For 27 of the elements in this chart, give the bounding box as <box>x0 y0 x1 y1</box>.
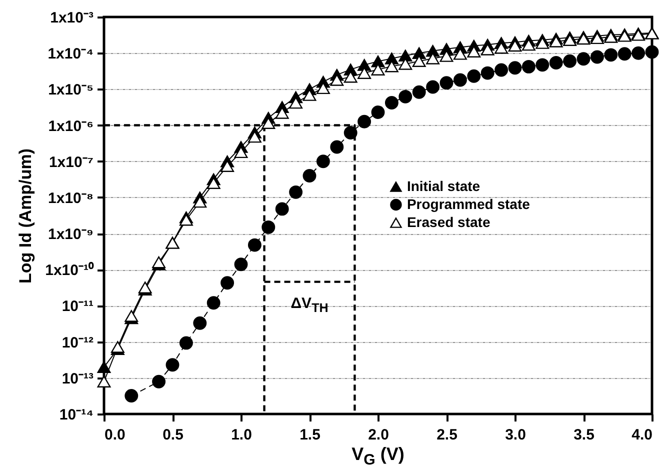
x-tick-label: 3.5 <box>574 426 594 444</box>
x-tick-label: 3.0 <box>505 426 526 444</box>
legend-label: Programmed state <box>406 196 530 212</box>
x-tick-label: 2.0 <box>368 426 389 444</box>
y-tick-label: 10⁻¹³ <box>62 370 94 388</box>
legend-label: Initial state <box>406 178 480 194</box>
y-tick-label: 1x10⁻⁵ <box>48 82 94 99</box>
y-tick-label: 1x10⁻¹⁰ <box>45 261 94 280</box>
y-tick-label: 1x10⁻⁸ <box>48 190 94 207</box>
y-tick-label: 1x10⁻⁴ <box>48 46 94 63</box>
y-tick-label: 10⁻¹² <box>62 334 94 352</box>
annotation: ΔV$_{TH}$ <box>290 294 328 315</box>
y-tick-label: 1x10⁻⁹ <box>48 226 94 244</box>
y-axis-title: Log Id (Amp/um) <box>16 148 36 284</box>
y-tick-label: 10⁻¹⁴ <box>59 406 94 424</box>
x-tick-label: 1.0 <box>231 426 252 444</box>
x-axis-title: V$_{G}$ (V) <box>352 444 404 469</box>
y-tick-label: 1x10⁻⁷ <box>48 154 94 171</box>
x-tick-label: 0.5 <box>162 426 184 444</box>
y-tick-label: 10⁻¹¹ <box>62 298 94 316</box>
y-tick-label: 1x10⁻³ <box>50 10 94 26</box>
x-tick-label: 0.0 <box>104 426 126 444</box>
legend-label: Erased state <box>406 214 490 230</box>
x-tick-label: 1.5 <box>300 426 320 444</box>
x-tick-label: 4.0 <box>632 426 652 444</box>
y-tick-label: 1x10⁻⁶ <box>48 118 94 135</box>
x-tick-label: 2.5 <box>436 426 458 444</box>
